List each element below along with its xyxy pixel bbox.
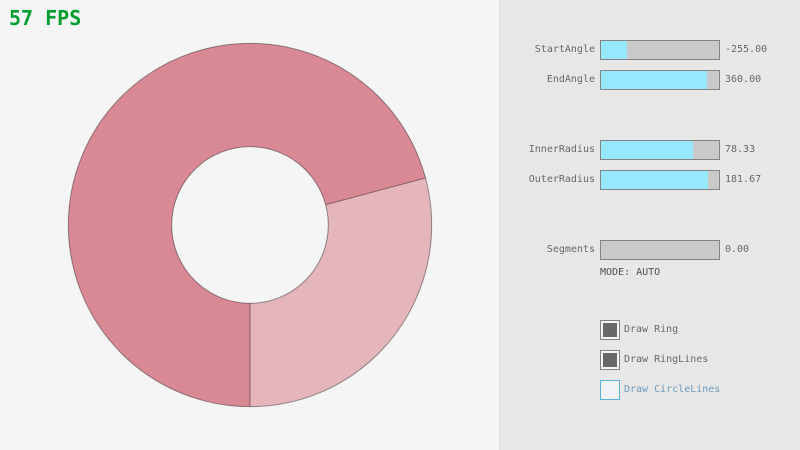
checkbox-box[interactable]: [600, 320, 620, 340]
checkmark-icon: [603, 353, 617, 367]
draw-circlelines-checkbox-label: Draw CircleLines: [624, 384, 721, 395]
segments-value: 0.00: [725, 244, 750, 255]
start-angle-sliderbar[interactable]: [600, 40, 720, 60]
control-panel: StartAngle -255.00 EndAngle 360.00 Inner…: [499, 0, 800, 450]
outer-radius-label: OuterRadius: [528, 174, 595, 185]
outer-radius-value: 181.67: [725, 174, 762, 185]
inner-radius-slider-row: InnerRadius 78.33: [500, 140, 800, 160]
draw-ring-checkbox[interactable]: Draw Ring: [500, 320, 800, 340]
slider-fill: [601, 141, 694, 159]
checkbox-box[interactable]: [600, 380, 620, 400]
checkbox-box[interactable]: [600, 350, 620, 370]
slider-fill: [601, 171, 709, 189]
end-angle-value: 360.00: [725, 74, 762, 85]
inner-radius-label: InnerRadius: [528, 144, 595, 155]
inner-radius-sliderbar[interactable]: [600, 140, 720, 160]
draw-ringlines-checkbox-label: Draw RingLines: [624, 354, 709, 365]
segments-label: Segments: [546, 244, 595, 255]
outer-radius-sliderbar[interactable]: [600, 170, 720, 190]
inner-radius-value: 78.33: [725, 144, 756, 155]
start-angle-label: StartAngle: [534, 44, 595, 55]
end-angle-sliderbar[interactable]: [600, 70, 720, 90]
start-angle-value: -255.00: [725, 44, 768, 55]
mode-status-text: MODE: AUTO: [600, 267, 661, 278]
slider-fill: [601, 41, 627, 59]
start-angle-slider-row: StartAngle -255.00: [500, 40, 800, 60]
segments-slider-row: Segments 0.00: [500, 240, 800, 260]
draw-ringlines-checkbox[interactable]: Draw RingLines: [500, 350, 800, 370]
draw-ring-checkbox-label: Draw Ring: [624, 324, 679, 335]
slider-fill: [601, 71, 708, 89]
end-angle-slider-row: EndAngle 360.00: [500, 70, 800, 90]
draw-circlelines-checkbox[interactable]: Draw CircleLines: [500, 380, 800, 400]
checkmark-icon: [603, 323, 617, 337]
fps-counter: 57 FPS: [9, 6, 82, 30]
segments-sliderbar[interactable]: [600, 240, 720, 260]
end-angle-label: EndAngle: [546, 74, 595, 85]
outer-radius-slider-row: OuterRadius 181.67: [500, 170, 800, 190]
